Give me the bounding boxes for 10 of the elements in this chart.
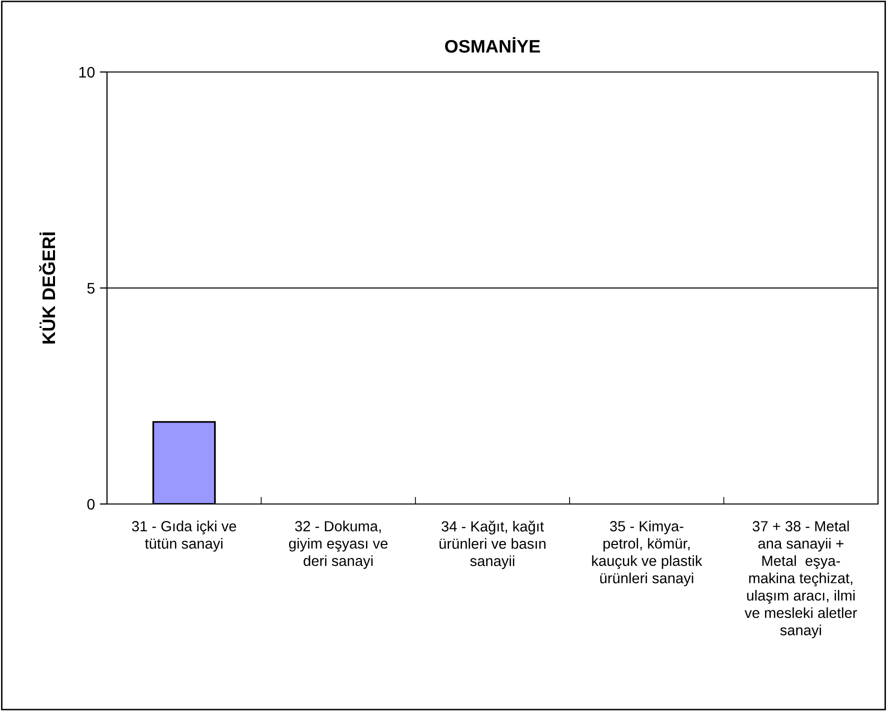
x-tick-label: 37 + 38 - Metal ana sanayii + Metal eşya- makina teçhizat, ulaşım aracı, ilmi ve mesleki aletler sanayi [744,520,857,638]
y-tick-label: 5 [87,283,95,294]
chart-title: OSMANİYE [445,37,540,53]
y-tick-label: 10 [79,66,95,78]
x-tick-label: 32 - Dokuma, giyim eşyası ve deri sanayi [289,520,388,569]
x-tick-label: 31 - Gıda içki ve tütün sanayi [132,520,236,552]
x-tick-label: 34 - Kağıt, kağıt ürünleri ve basın sanayii [440,520,546,570]
x-tick-label: 35 - Kimya- petrol, kömür, kauçuk ve plastik ürünleri sanayi [592,520,702,586]
y-tick-label: 0 [87,498,95,510]
y-axis-title: KÜK DEĞERİ [39,232,56,344]
